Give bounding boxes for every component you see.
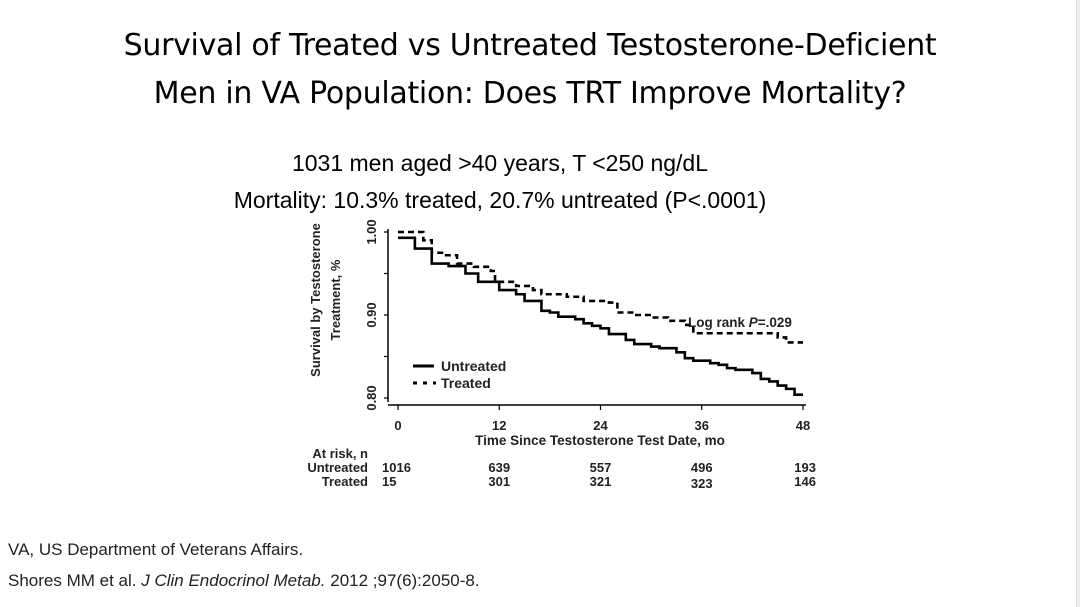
x-tick-label: 0 (394, 418, 401, 433)
curve-treated (398, 230, 803, 344)
citation: Shores MM et al. J Clin Endocrinol Metab… (8, 571, 480, 591)
x-tick-label: 12 (492, 418, 506, 433)
log-rank-annotation: Log rank P=.029 (688, 315, 792, 330)
legend-untreated-label: Untreated (441, 358, 506, 374)
at-risk-value: 321 (590, 474, 612, 489)
at-risk-value: 639 (488, 460, 510, 475)
at-risk-value: 496 (691, 460, 713, 475)
y-axis-label-line2: Treatment, % (328, 259, 343, 340)
footnote: VA, US Department of Veterans Affairs. (8, 540, 304, 559)
y-tick-label: 0.80 (364, 385, 379, 410)
curve-untreated (398, 236, 803, 396)
y-tick-label: 1.00 (364, 219, 379, 244)
subtitle-line2: Mortality: 10.3% treated, 20.7% untreate… (233, 187, 767, 213)
legend-treated-label: Treated (441, 375, 491, 391)
x-tick-label: 48 (796, 418, 810, 433)
at-risk-value: 1016 (382, 460, 411, 475)
slide-edge (1076, 0, 1080, 607)
at-risk-value: 146 (794, 474, 816, 489)
x-axis-label: Time Since Testosterone Test Date, mo (475, 433, 725, 448)
slide-title-line1: Survival of Treated vs Untreated Testost… (123, 28, 937, 63)
y-tick-label: 0.90 (364, 302, 379, 327)
at-risk-value: 193 (794, 460, 816, 475)
x-tick-label: 24 (593, 418, 608, 433)
at-risk-untreated-label: Untreated (307, 460, 368, 475)
x-tick-label: 36 (695, 418, 709, 433)
y-axis-label-line1: Survival by Testosterone (308, 223, 323, 377)
citation-journal: J Clin Endocrinol Metab. (141, 571, 326, 590)
at-risk-treated-label: Treated (322, 474, 368, 489)
at-risk-value: 15 (382, 474, 396, 489)
citation-authors: Shores MM et al. (8, 571, 137, 590)
at-risk-value: 557 (590, 460, 612, 475)
slide-title-line2: Men in VA Population: Does TRT Improve M… (153, 76, 907, 111)
subtitle-line1: 1031 men aged >40 years, T <250 ng/dL (291, 150, 709, 176)
citation-details: 2012 ;97(6):2050-8. (330, 571, 480, 590)
at-risk-value: 301 (488, 474, 510, 489)
at-risk-value: 323 (691, 476, 713, 491)
at-risk-header: At risk, n (312, 446, 368, 461)
